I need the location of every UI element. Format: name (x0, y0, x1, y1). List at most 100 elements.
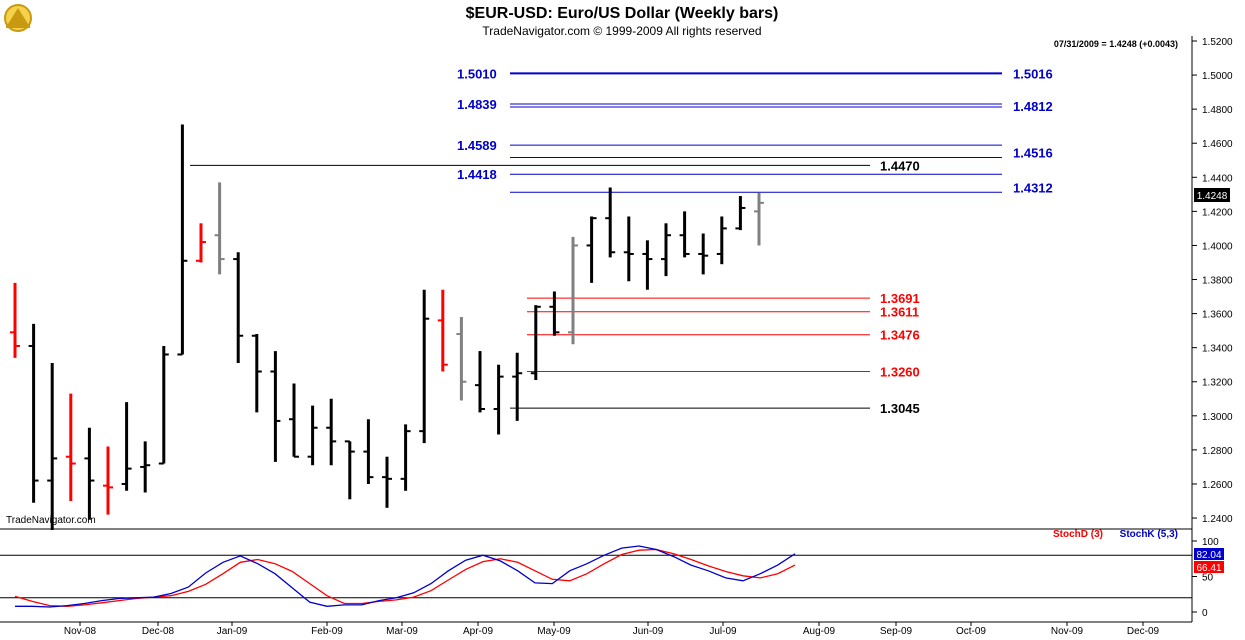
ohlc-bar (307, 405, 318, 466)
x-tick-label: Mar-09 (386, 626, 418, 637)
price-level-right-label: 1.3691 (880, 291, 920, 306)
y-tick-label: 1.2600 (1202, 480, 1233, 491)
x-tick-label: Dec-08 (142, 626, 175, 637)
ohlc-bar (270, 351, 281, 462)
x-tick-label: Feb-09 (311, 626, 343, 637)
y-tick-label: 1.4000 (1202, 241, 1233, 252)
ohlc-bar (382, 456, 392, 508)
price-level-right-label: 1.3260 (880, 365, 920, 380)
ohlc-bar (121, 402, 132, 491)
ohlc-bar (158, 345, 169, 465)
y-tick-label: 1.3200 (1202, 378, 1233, 389)
stoch-k-legend: StochK (5,3) (1120, 529, 1178, 540)
ohlc-bar (679, 211, 690, 258)
ohlc-bar (568, 236, 578, 345)
price-level-right-label: 1.3045 (880, 401, 920, 416)
x-tick-label: May-09 (537, 626, 571, 637)
ohlc-bar (586, 216, 597, 283)
ohlc-bar (419, 289, 430, 444)
ohlc-bar (103, 446, 113, 515)
ohlc-bar (530, 305, 541, 381)
x-axis-ticks: Nov-08 Dec-08 Jan-09 Feb-09 Mar-09 Apr-09 May-… (64, 622, 1160, 637)
price-level-left-label: 1.4839 (457, 97, 497, 112)
ohlc-bar (326, 398, 337, 466)
last-price-badge: 1.4248 (1194, 188, 1230, 202)
ohlc-bar (605, 187, 616, 258)
price-level-left-label: 1.4589 (457, 138, 497, 153)
y-axis-ticks: 1.5200 1.5000 1.4800 1.4600 1.4400 1.4200 1.40… (1192, 37, 1233, 525)
stoch-k-line (15, 545, 796, 608)
ohlc-bar (716, 216, 727, 265)
ohlc-bar (698, 233, 709, 275)
ohlc-bar (177, 124, 188, 356)
stochastic-panel: 100 50 0 (0, 537, 1219, 619)
stoch-d-badge: 66.41 (1194, 561, 1224, 574)
ohlc-bar (65, 393, 76, 501)
stoch-y-tick-label: 0 (1202, 608, 1208, 619)
price-level-right-label: 1.3611 (880, 305, 919, 320)
y-tick-label: 1.2800 (1202, 446, 1233, 457)
x-tick-label: Aug-09 (803, 626, 836, 637)
price-level-right-label: 1.4516 (1013, 146, 1053, 161)
x-tick-label: Oct-09 (956, 626, 986, 637)
price-level-right-label: 1.4470 (880, 158, 920, 173)
ohlc-bar (196, 223, 206, 263)
stoch-k-badge: 82.04 (1194, 548, 1224, 561)
stoch-d-last: 66.41 (1196, 563, 1221, 574)
ohlc-bar (363, 419, 374, 484)
ohlc-bar (47, 363, 58, 530)
ohlc-bar (344, 440, 355, 500)
ohlc-bar (289, 383, 299, 458)
tradenavigator-logo (4, 4, 32, 32)
stoch-y-tick-label: 100 (1202, 537, 1219, 548)
last-quote-readout: 07/31/2009 = 1.4248 (+0.0043) (1054, 39, 1178, 49)
y-tick-label: 1.3600 (1202, 310, 1233, 321)
price-levels: 1.5010 1.5016 1.4839 1.4812 1.4589 1.4516 1.44… (190, 66, 1053, 416)
ohlc-bars (10, 124, 764, 530)
stoch-y-tick-label: 50 (1202, 573, 1214, 584)
stoch-k-last: 82.04 (1196, 550, 1221, 561)
ohlc-bar (512, 352, 523, 421)
chart-title: $EUR-USD: Euro/US Dollar (Weekly bars) (466, 5, 779, 22)
x-tick-label: Jun-09 (633, 626, 664, 637)
x-tick-label: Jan-09 (217, 626, 248, 637)
x-tick-label: Jul-09 (709, 626, 737, 637)
price-level-left-label: 1.5010 (457, 66, 497, 81)
ohlc-bar (754, 192, 764, 246)
y-tick-label: 1.5000 (1202, 71, 1233, 82)
stoch-d-legend: StochD (3) (1053, 529, 1103, 540)
ohlc-bar (493, 364, 504, 435)
x-tick-label: Nov-08 (64, 626, 97, 637)
ohlc-bar (214, 182, 225, 275)
y-tick-label: 1.4600 (1202, 139, 1233, 150)
x-tick-label: Nov-09 (1051, 626, 1084, 637)
y-tick-label: 1.3400 (1202, 344, 1233, 355)
chart-subtitle: TradeNavigator.com © 1999-2009 All right… (482, 24, 761, 38)
ohlc-bar (84, 427, 95, 520)
ohlc-bar (233, 252, 244, 363)
price-level-right-label: 1.4812 (1013, 99, 1053, 114)
ohlc-bar (661, 223, 671, 277)
ohlc-bar (623, 216, 634, 282)
ohlc-bar (10, 282, 20, 358)
x-tick-label: Dec-09 (1127, 626, 1160, 637)
y-tick-label: 1.4200 (1202, 207, 1233, 218)
ohlc-bar (456, 317, 467, 401)
ohlc-bar (140, 441, 151, 493)
x-tick-label: Apr-09 (463, 626, 493, 637)
ohlc-bar (251, 334, 262, 413)
ohlc-bar (437, 289, 448, 372)
last-price-value: 1.4248 (1197, 191, 1228, 202)
ohlc-bar (28, 323, 39, 503)
x-tick-label: Sep-09 (880, 626, 913, 637)
y-tick-label: 1.4800 (1202, 105, 1233, 116)
y-tick-label: 1.4400 (1202, 173, 1233, 184)
ohlc-bar (642, 240, 653, 290)
ohlc-bar (549, 291, 560, 336)
y-tick-label: 1.3000 (1202, 412, 1233, 423)
y-tick-label: 1.2400 (1202, 514, 1233, 525)
price-level-right-label: 1.4312 (1013, 180, 1053, 195)
ohlc-bar (475, 351, 485, 413)
